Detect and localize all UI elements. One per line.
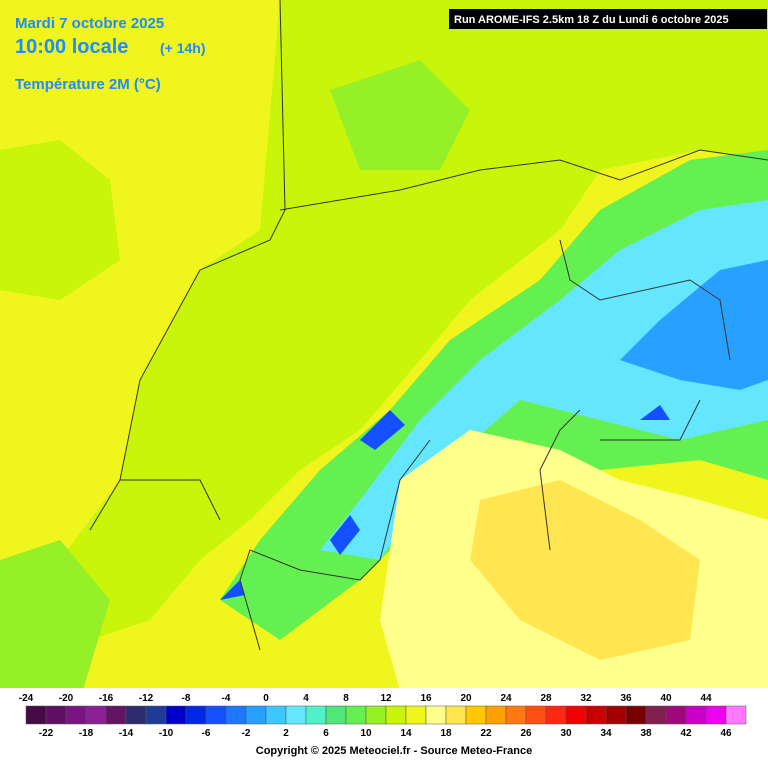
legend-swatch <box>65 705 87 725</box>
legend-swatch <box>665 705 687 725</box>
legend-label: 16 <box>420 693 432 704</box>
legend-swatch <box>565 705 587 725</box>
legend-swatch <box>345 705 367 725</box>
legend-label: 32 <box>580 693 592 704</box>
legend-swatch <box>465 705 487 725</box>
legend-label: -2 <box>242 728 251 739</box>
lead-time: (+ 14h) <box>160 40 206 56</box>
legend-label: 30 <box>560 728 572 739</box>
legend-swatch <box>625 705 647 725</box>
legend-label: 20 <box>460 693 472 704</box>
legend-swatch <box>425 705 447 725</box>
legend-label: -22 <box>39 728 54 739</box>
legend-label: -12 <box>139 693 154 704</box>
legend-swatch <box>445 705 467 725</box>
legend-swatch <box>25 705 47 725</box>
legend-swatch <box>165 705 187 725</box>
legend: -24-22-20-18-16-14-12-10-8-6-4-202468101… <box>19 693 747 739</box>
legend-swatch <box>645 705 667 725</box>
legend-label: 2 <box>283 728 289 739</box>
legend-label: -4 <box>222 693 231 704</box>
legend-label: 44 <box>700 693 712 704</box>
legend-swatch <box>505 705 527 725</box>
legend-swatch <box>125 705 147 725</box>
legend-swatch <box>185 705 207 725</box>
legend-label: 46 <box>720 728 732 739</box>
legend-swatch <box>605 705 627 725</box>
legend-label: 18 <box>440 728 452 739</box>
legend-label: -24 <box>19 693 34 704</box>
legend-label: -16 <box>99 693 114 704</box>
legend-label: 24 <box>500 693 512 704</box>
legend-swatch <box>325 705 347 725</box>
legend-swatch <box>205 705 227 725</box>
region-freezing <box>620 260 768 390</box>
legend-label: 34 <box>600 728 612 739</box>
region-warmer <box>470 480 700 660</box>
legend-swatch <box>365 705 387 725</box>
date: Mardi 7 octobre 2025 <box>15 15 164 32</box>
legend-swatch <box>545 705 567 725</box>
time: 10:00 locale <box>15 36 128 58</box>
legend-label: -8 <box>182 693 191 704</box>
legend-swatch <box>105 705 127 725</box>
legend-swatch <box>585 705 607 725</box>
legend-label: 4 <box>303 693 309 704</box>
region-cool <box>0 540 110 700</box>
run-info: Run AROME-IFS 2.5km 18 Z du Lundi 6 octo… <box>454 14 729 26</box>
legend-label: -18 <box>79 728 94 739</box>
copyright: Copyright © 2025 Meteociel.fr - Source M… <box>256 745 532 757</box>
legend-label: -6 <box>202 728 211 739</box>
legend-swatch <box>245 705 267 725</box>
border <box>89 0 768 651</box>
legend-label: 8 <box>343 693 349 704</box>
legend-swatch <box>285 705 307 725</box>
legend-swatch <box>725 705 747 725</box>
legend-label: 42 <box>680 728 692 739</box>
legend-label: 0 <box>263 693 269 704</box>
legend-label: -20 <box>59 693 74 704</box>
legend-label: 10 <box>360 728 372 739</box>
legend-label: 6 <box>323 728 329 739</box>
field-name: Température 2M (°C) <box>15 76 161 93</box>
legend-label: -14 <box>119 728 134 739</box>
legend-label: 28 <box>540 693 552 704</box>
legend-label: 38 <box>640 728 652 739</box>
region-mild <box>60 0 768 640</box>
legend-label: -10 <box>159 728 174 739</box>
legend-swatch <box>265 705 287 725</box>
legend-swatch <box>485 705 507 725</box>
legend-label: 40 <box>660 693 672 704</box>
legend-label: 36 <box>620 693 632 704</box>
legend-swatch <box>385 705 407 725</box>
legend-swatch <box>225 705 247 725</box>
legend-swatch <box>45 705 67 725</box>
run-banner <box>449 9 767 29</box>
legend-swatch <box>705 705 727 725</box>
legend-panel <box>0 688 768 768</box>
legend-swatch <box>85 705 107 725</box>
legend-swatch <box>145 705 167 725</box>
legend-swatch <box>685 705 707 725</box>
legend-swatch <box>525 705 547 725</box>
legend-swatch <box>405 705 427 725</box>
legend-label: 22 <box>480 728 492 739</box>
legend-label: 12 <box>380 693 392 704</box>
legend-label: 14 <box>400 728 412 739</box>
region-mild <box>0 140 120 300</box>
legend-label: 26 <box>520 728 532 739</box>
region-cool <box>330 60 470 170</box>
legend-swatch <box>305 705 327 725</box>
